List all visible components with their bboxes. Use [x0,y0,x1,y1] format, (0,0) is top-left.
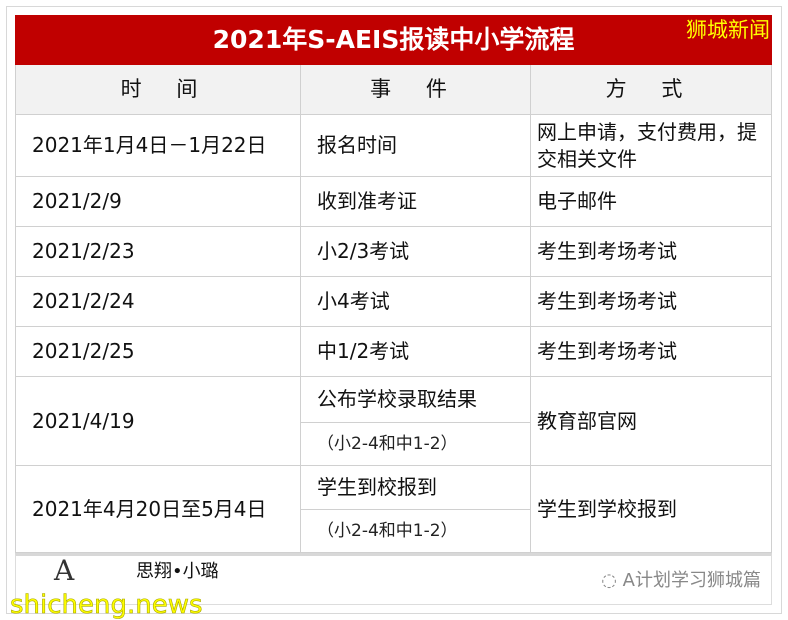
cell-event: 小2/3考试 [301,227,531,277]
cell-event: 收到准考证 [301,177,531,227]
wechat-account: ◌ A计划学习狮城篇 [601,570,761,591]
cell-method: 电子邮件 [531,177,772,227]
cell-time: 2021/2/25 [15,327,301,377]
cell-time: 2021/2/9 [15,177,301,227]
cell-event: 中1/2考试 [301,327,531,377]
cell-event: 学生到校报到 [301,466,531,510]
table-title: 2021年S-AEIS报读中小学流程 狮城新闻 [15,15,772,65]
cell-method: 考生到考场考试 [531,277,772,327]
cell-event-note: （小2-4和中1-2） [301,510,531,553]
cell-method: 网上申请，支付费用，提交相关文件 [531,115,772,177]
cell-time: 2021年4月20日至5月4日 [15,466,301,553]
cell-method: 学生到学校报到 [531,466,772,553]
cell-method: 教育部官网 [531,377,772,466]
watermark: 狮城新闻 [686,18,770,42]
cell-event-note: （小2-4和中1-2） [301,423,531,466]
cell-time: 2021年1月4日－1月22日 [15,115,301,177]
cell-event: 小4考试 [301,277,531,327]
cell-event: 报名时间 [301,115,531,177]
site-watermark: shicheng.news [10,590,203,620]
cell-method: 考生到考场考试 [531,227,772,277]
cell-time: 2021/2/24 [15,277,301,327]
cell-time: 2021/4/19 [15,377,301,466]
logo: A [54,554,75,587]
wechat-icon: ◌ [601,570,623,591]
page-frame [6,6,782,614]
footer: A 思翔•小璐 ◌ A计划学习狮城篇 [15,553,772,605]
header-time: 时 间 [15,65,301,115]
cell-time: 2021/2/23 [15,227,301,277]
cell-event: 公布学校录取结果 [301,377,531,423]
cell-method: 考生到考场考试 [531,327,772,377]
signature: 思翔•小璐 [136,561,219,582]
header-event: 事 件 [301,65,531,115]
header-method: 方 式 [531,65,772,115]
